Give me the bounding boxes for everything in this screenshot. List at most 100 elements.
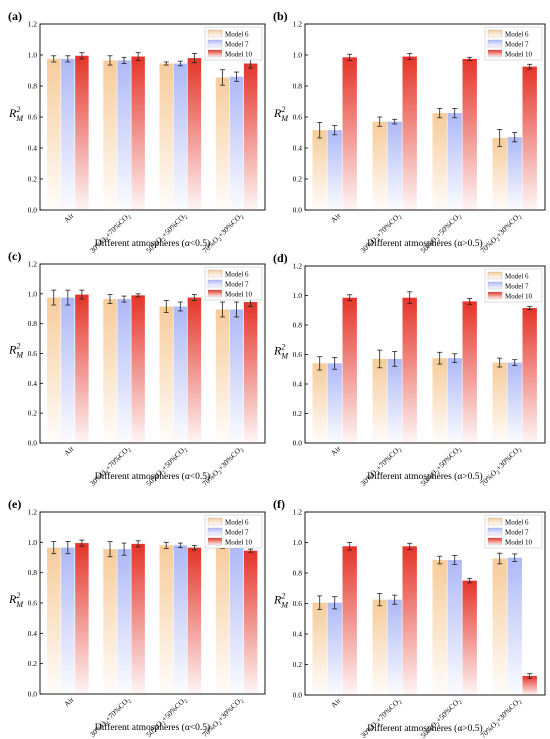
x-tick-label-subscript: 2	[398, 699, 404, 705]
x-tick-label: 70%O2+30%CO2	[200, 211, 245, 256]
chart-panel: (e)0.00.20.40.60.81.01.2R2 MAir30%O2+70%C…	[8, 497, 266, 739]
chart-panel: (f)0.00.20.40.60.81.01.2R2 MAir30%O2+70%C…	[273, 497, 546, 739]
y-tick-label: 0.8	[293, 321, 303, 330]
bar	[187, 58, 202, 210]
y-tick-label: 0.0	[293, 439, 303, 448]
bar	[229, 76, 244, 210]
x-tick-label-subscript: 2	[376, 721, 382, 727]
x-tick-label: 50%O2+50%CO2	[144, 211, 189, 256]
x-tick-label-subscript: 2	[217, 720, 223, 726]
legend-label: Model 6	[505, 273, 529, 281]
legend-swatch	[207, 29, 223, 38]
legend-swatch	[487, 49, 503, 58]
legend-swatch	[487, 39, 503, 48]
bar	[229, 545, 244, 694]
bar	[327, 130, 342, 210]
bar	[522, 66, 537, 210]
y-tick-label: 0.2	[293, 409, 303, 418]
y-axis-label-sub: M	[280, 352, 289, 361]
legend-swatch	[207, 49, 223, 58]
x-tick-label-subscript: 2	[496, 721, 502, 727]
y-axis-label-main: R	[273, 344, 282, 358]
y-tick-label: 0.0	[28, 439, 38, 448]
x-tick-label: 70%O2+30%CO2	[479, 211, 524, 256]
x-tick-label-subscript: 2	[127, 214, 133, 220]
bar	[312, 130, 327, 210]
x-tick-label-part: Air	[329, 444, 343, 458]
bar	[402, 56, 417, 210]
bar	[312, 363, 327, 443]
x-tick-label-subscript: 2	[376, 236, 382, 242]
bar	[215, 77, 230, 210]
y-axis-label-sup: 2	[16, 342, 20, 351]
legend-swatch	[207, 517, 223, 526]
legend-label: Model 7	[225, 41, 249, 49]
legend-swatch	[487, 537, 503, 546]
x-tick-label: Air	[62, 695, 76, 709]
x-tick-label-subscript: 2	[183, 214, 189, 220]
x-tick-label-subscript: 2	[398, 447, 404, 453]
bar	[229, 309, 244, 443]
y-tick-label: 0.4	[28, 379, 38, 388]
legend-label: Model 6	[505, 519, 529, 527]
y-axis-label: R2 M	[8, 105, 24, 123]
x-axis-title: Different atmospheres (α<0.5)	[95, 722, 210, 733]
bar	[103, 60, 117, 210]
bar	[447, 358, 462, 443]
bar	[462, 580, 477, 695]
bar	[243, 63, 258, 211]
bar	[372, 599, 387, 695]
legend-label: Model 6	[505, 31, 529, 39]
y-tick-label: 0.6	[293, 599, 303, 608]
x-tick-label-subscript: 2	[436, 236, 442, 242]
y-axis-label: R2 M	[8, 342, 24, 360]
bar	[75, 543, 89, 694]
y-axis-label: R2 M	[273, 105, 289, 123]
bar	[103, 549, 117, 694]
legend-label: Model 6	[225, 271, 249, 279]
x-tick-label-subscript: 2	[217, 236, 223, 242]
chart-panel: (a)0.00.20.40.60.81.01.2R2 MAir30%O2+70%C…	[8, 9, 266, 256]
bar	[507, 557, 522, 695]
legend-label: Model 10	[225, 291, 253, 299]
x-tick-label-subscript: 2	[458, 214, 464, 220]
y-tick-label: 1.2	[28, 20, 38, 29]
y-axis-label-main: R	[8, 592, 17, 606]
y-tick-label: 0.0	[293, 691, 303, 700]
x-tick-label-part: Air	[329, 696, 343, 710]
x-tick-label-subscript: 2	[127, 698, 133, 704]
x-tick-label-subscript: 2	[458, 447, 464, 453]
x-tick-label-subscript: 2	[161, 236, 167, 242]
y-tick-label: 0.4	[293, 380, 303, 389]
bar	[312, 602, 327, 695]
x-tick-label-subscript: 2	[518, 447, 524, 453]
bar	[522, 675, 537, 695]
x-tick-label: Air	[62, 444, 76, 458]
x-tick-label-subscript: 2	[458, 699, 464, 705]
bar	[507, 362, 522, 443]
x-tick-label-subscript: 2	[398, 214, 404, 220]
y-tick-label: 0.2	[293, 175, 303, 184]
y-tick-label: 0.0	[293, 206, 303, 215]
bar	[47, 297, 61, 443]
y-tick-label: 1.2	[28, 508, 38, 517]
legend-label: Model 6	[225, 31, 249, 39]
x-tick-label-subscript: 2	[496, 469, 502, 475]
y-tick-label: 1.0	[293, 291, 303, 300]
y-axis-label-main: R	[273, 593, 282, 607]
x-axis-title: Different atmospheres (α<0.5)	[95, 238, 210, 249]
y-axis-label-sub: M	[280, 601, 289, 610]
legend-swatch	[207, 39, 223, 48]
bar	[387, 599, 402, 695]
x-tick-label-subscript: 2	[105, 469, 111, 475]
y-tick-label: 0.6	[28, 599, 38, 608]
bar	[522, 308, 537, 443]
bar	[131, 56, 145, 210]
bar	[103, 299, 117, 443]
y-tick-label: 0.4	[28, 144, 38, 153]
legend-swatch	[487, 517, 503, 526]
x-tick-label-subscript: 2	[376, 469, 382, 475]
x-tick-label-subscript: 2	[161, 720, 167, 726]
legend-label: Model 10	[505, 51, 533, 59]
